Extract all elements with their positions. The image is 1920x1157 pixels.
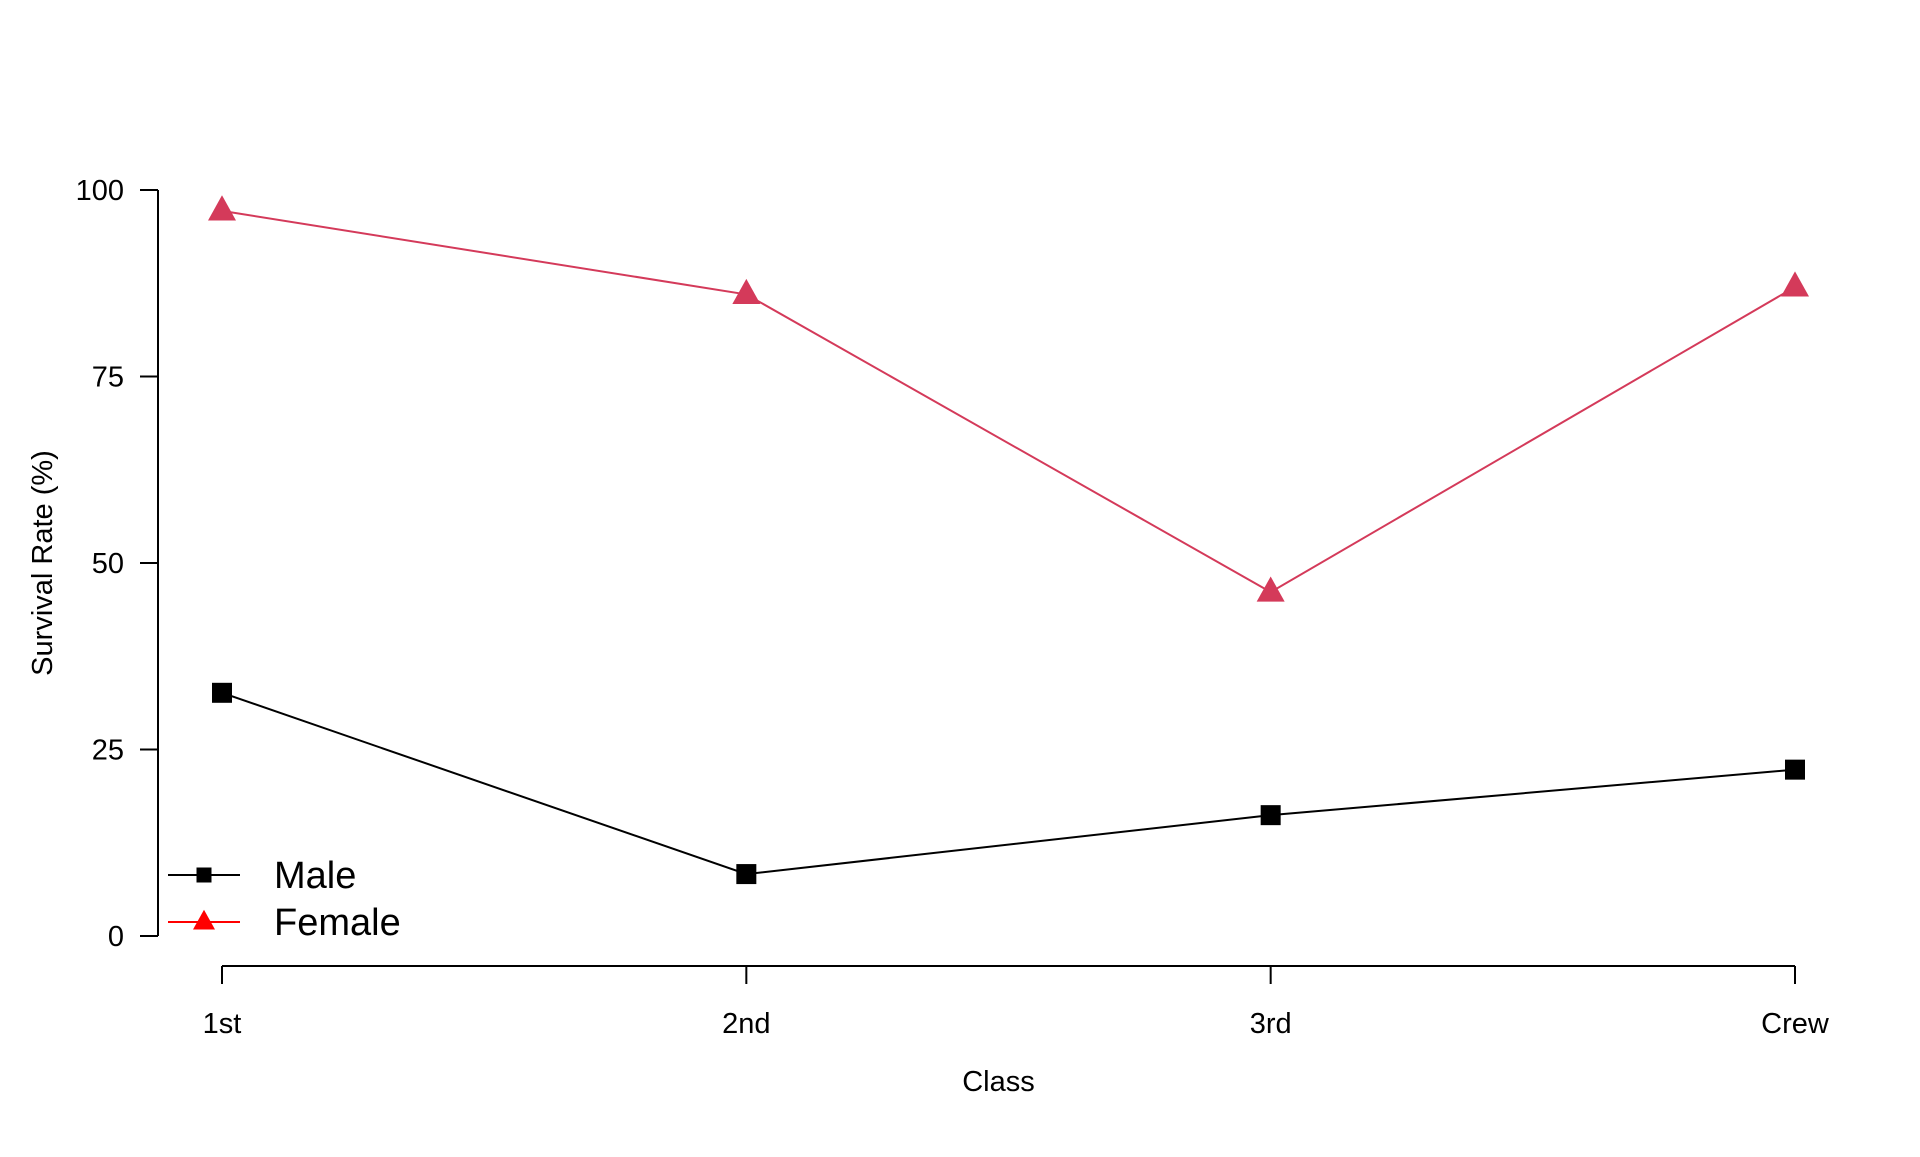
series-layer bbox=[208, 195, 1809, 885]
data-point-male bbox=[1785, 759, 1805, 780]
legend-item-female: Female bbox=[168, 902, 401, 944]
legend-label: Male bbox=[274, 855, 356, 897]
y-axis: 0 25 50 75 100 bbox=[76, 175, 159, 953]
series-male bbox=[212, 682, 1805, 885]
series-female bbox=[208, 195, 1809, 602]
data-point-female bbox=[1256, 576, 1285, 602]
x-axis-title: Class bbox=[962, 1066, 1035, 1098]
series-line-female bbox=[221, 209, 1796, 594]
data-point-male bbox=[1260, 805, 1281, 826]
x-tick-label: Crew bbox=[1761, 1008, 1830, 1040]
y-axis-title: Survival Rate (%) bbox=[27, 450, 59, 676]
y-tick-label: 50 bbox=[92, 548, 124, 580]
legend-item-male: Male bbox=[168, 855, 356, 897]
x-axis: 1st 2nd 3rd Crew bbox=[203, 965, 1830, 1040]
y-tick-label: 25 bbox=[92, 735, 124, 767]
legend-square-marker bbox=[196, 867, 212, 883]
data-point-male bbox=[212, 682, 232, 703]
data-point-female bbox=[208, 195, 236, 221]
legend-triangle-marker bbox=[193, 909, 215, 930]
x-tick-label: 2nd bbox=[722, 1008, 770, 1040]
data-point-male bbox=[736, 864, 757, 885]
y-tick-label: 75 bbox=[92, 362, 124, 394]
legend-label: Female bbox=[274, 902, 401, 944]
y-tick-label: 100 bbox=[76, 175, 124, 207]
legend: Male Female bbox=[168, 855, 401, 944]
y-tick-label: 0 bbox=[108, 921, 124, 953]
data-point-female bbox=[1781, 271, 1809, 297]
data-point-female bbox=[732, 278, 761, 305]
series-line-male bbox=[221, 691, 1796, 876]
x-tick-label: 3rd bbox=[1250, 1008, 1292, 1040]
x-tick-label: 1st bbox=[203, 1008, 242, 1040]
